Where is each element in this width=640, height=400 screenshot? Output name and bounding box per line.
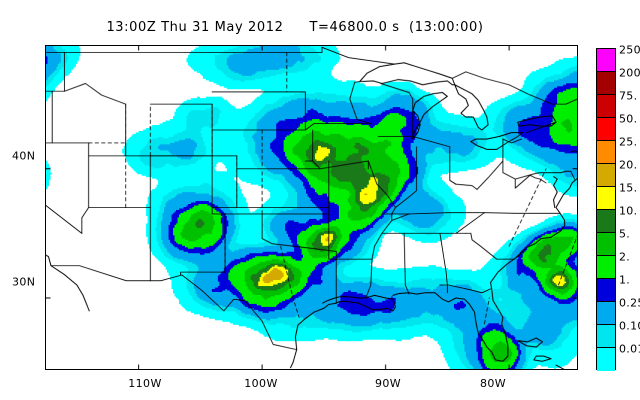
colorbar-band (597, 348, 615, 371)
colorbar-tick-label: 10. (619, 204, 638, 218)
colorbar-tick-label: 0.25 (619, 296, 640, 310)
colorbar-band (597, 187, 615, 210)
colorbar-band (597, 256, 615, 279)
colorbar-tick-label: 75. (619, 89, 638, 103)
colorbar-band (597, 118, 615, 141)
colorbar-tick-label: 15. (619, 181, 638, 195)
colorbar-band (597, 302, 615, 325)
colorbar-tick-label: 200. (619, 66, 640, 80)
colorbar-tick-label: 20. (619, 158, 638, 172)
y-tick-label: 40N (12, 149, 36, 163)
colorbar-band (597, 210, 615, 233)
title-timestamp: 13:00Z Thu 31 May 2012 (106, 20, 284, 35)
colorbar-tick-label: 1. (619, 273, 631, 287)
x-tick-label: 80W (479, 377, 507, 390)
y-tick-label: 30N (12, 275, 36, 289)
colorbar-tick-label: 5. (619, 227, 631, 241)
colorbar-tick-label: 25. (619, 135, 638, 149)
x-tick-label: 100W (244, 377, 278, 390)
x-tick-label: 90W (374, 377, 402, 390)
colorbar-tick-label: 2. (619, 250, 631, 264)
colorbar-band (597, 72, 615, 95)
map-plot-area (45, 45, 578, 370)
x-tick-label: 110W (128, 377, 162, 390)
figure-title: 13:00Z Thu 31 May 2012 T=46800.0 s (13:00… (0, 20, 590, 35)
colorbar-band (597, 141, 615, 164)
colorbar-tick-label: 0.10 (619, 319, 640, 333)
colorbar-band (597, 164, 615, 187)
colorbar-tick-label: 250. (619, 43, 640, 57)
colorbar-tick-label: 50. (619, 112, 638, 126)
colorbar-band (597, 325, 615, 348)
colorbar-band (597, 95, 615, 118)
colorbar-band (597, 279, 615, 302)
precipitation-colorbar (596, 48, 616, 371)
colorbar-band (597, 49, 615, 72)
title-model-time: T=46800.0 s (13:00:00) (309, 20, 484, 35)
precipitation-field-canvas (46, 46, 577, 369)
colorbar-tick-label: 0.01 (619, 342, 640, 356)
colorbar-band (597, 233, 615, 256)
